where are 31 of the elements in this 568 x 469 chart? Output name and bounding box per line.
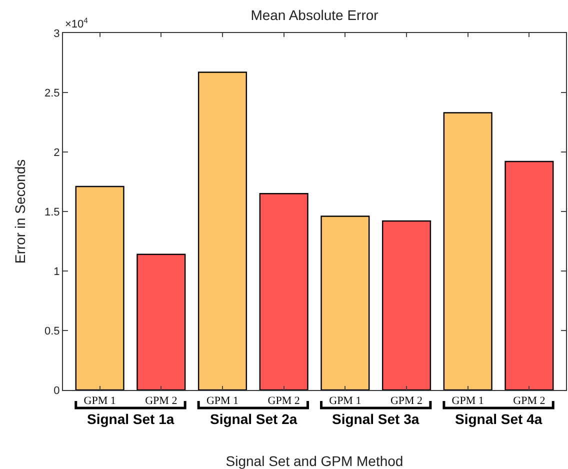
x-axis-title: Signal Set and GPM Method [226,453,404,469]
x-tick-label: GPM 2 [145,395,178,408]
x-tick-label: GPM 1 [452,395,484,408]
text: ×10$^{4}$ [65,16,89,31]
x-tick-label: GPM 2 [268,395,300,408]
bar [382,220,432,390]
y-tick-label: 1.5 [44,206,60,218]
bar [504,160,554,390]
bar [443,112,492,390]
bar [259,193,308,390]
bar [136,254,186,390]
x-tick-label: GPM 2 [390,395,423,408]
bar [75,186,124,390]
x-tick-label: GPM 1 [329,395,362,408]
bar [198,72,248,390]
text: Signal Set 1a [87,411,174,427]
text: Signal Set 3a [332,411,420,427]
chart-title: Mean Absolute Error [250,7,379,23]
y-axis-title: Error in Seconds [12,159,28,264]
y-tick-label: 0.5 [44,325,60,338]
x-tick-label: GPM 1 [84,395,116,408]
text: Signal Set 2a [210,411,298,427]
y-tick-label: 2.5 [44,87,60,100]
x-tick-label: GPM 1 [206,395,239,408]
y-tick-label: 1 [54,266,60,278]
y-tick-label: 3 [54,28,60,40]
x-tick-label: GPM 2 [513,395,546,408]
text: Signal Set 4a [455,411,542,427]
bar [320,216,370,390]
y-tick-label: 2 [54,146,60,159]
y-tick-label: 0 [54,384,60,397]
